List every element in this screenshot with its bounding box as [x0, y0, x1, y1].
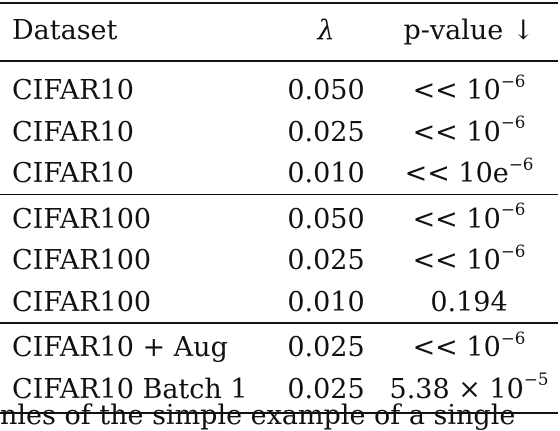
footer-text: nles of the simple example of a single [0, 400, 516, 431]
table-header-row: Dataset λ p-value ↓ [0, 8, 560, 54]
cell-pvalue: << 10−6 [388, 238, 550, 284]
cell-lambda: 0.025 [287, 245, 365, 276]
table-bottom-rule [0, 412, 558, 414]
table-row: CIFAR10 0.025 << 10−6 [0, 110, 560, 156]
table-row: CIFAR100 0.025 << 10−6 [0, 238, 560, 284]
table-row: CIFAR100 0.010 0.194 [0, 280, 560, 326]
cell-dataset: CIFAR10 Batch 1 [12, 373, 248, 405]
cell-pvalue-exponent: −6 [500, 70, 526, 91]
table-row: CIFAR100 0.050 << 10−6 [0, 197, 560, 243]
cell-dataset: CIFAR100 [12, 203, 152, 235]
cell-pvalue-base: << 10 [412, 116, 501, 148]
cell-pvalue-exponent: −6 [500, 327, 526, 348]
cell-pvalue-exponent: −5 [523, 369, 549, 389]
cell-pvalue-base: << 10 [412, 332, 501, 363]
table-row: CIFAR10 0.050 << 10−6 [0, 68, 560, 114]
cell-pvalue-base: 0.194 [430, 286, 508, 318]
cell-pvalue: 5.38 × 10−5 [388, 367, 550, 413]
cell-pvalue-exponent: −6 [500, 240, 526, 261]
cell-lambda: 0.025 [287, 332, 365, 363]
cell-pvalue-base: 5.38 × 10 [389, 373, 524, 405]
table-top-rule [0, 2, 558, 4]
cell-lambda: 0.050 [287, 75, 365, 106]
cell-pvalue-base: << 10 [412, 245, 501, 276]
cell-pvalue: << 10−6 [388, 110, 550, 156]
table-row: CIFAR10 Batch 1 0.025 5.38 × 10−5 [0, 367, 560, 413]
cell-lambda: 0.010 [287, 158, 365, 189]
group-separator-rule [0, 193, 558, 195]
cell-pvalue-base: << 10 [412, 203, 501, 235]
cell-pvalue-exponent: −6 [500, 199, 526, 219]
cell-dataset: CIFAR100 [12, 286, 152, 318]
cell-pvalue-exponent: −6 [508, 153, 534, 174]
cell-pvalue: << 10e−6 [388, 151, 550, 197]
cell-pvalue-base: << 10 [412, 75, 501, 106]
cell-pvalue: << 10−6 [388, 325, 550, 371]
cell-pvalue: 0.194 [388, 280, 550, 326]
cell-lambda: 0.010 [287, 286, 365, 318]
cell-lambda: 0.025 [287, 116, 365, 148]
cell-lambda: 0.025 [287, 373, 365, 405]
cell-pvalue-exponent: −6 [500, 112, 526, 132]
cell-dataset: CIFAR10 [12, 75, 134, 106]
cell-dataset: CIFAR100 [12, 245, 152, 276]
group-separator-rule [0, 322, 558, 324]
cell-pvalue: << 10−6 [388, 68, 550, 114]
cell-pvalue-base: << 10e [404, 158, 509, 189]
cell-dataset: CIFAR10 [12, 158, 134, 189]
cell-pvalue: << 10−6 [388, 197, 550, 243]
header-rule [0, 60, 558, 62]
cell-dataset: CIFAR10 [12, 116, 134, 148]
table-row: CIFAR10 + Aug 0.025 << 10−6 [0, 325, 560, 371]
header-lambda: λ [317, 15, 335, 46]
header-dataset: Dataset [12, 15, 118, 46]
table-row: CIFAR10 0.010 << 10e−6 [0, 151, 560, 197]
cell-dataset: CIFAR10 + Aug [12, 332, 228, 363]
header-pvalue: p-value ↓ [403, 15, 535, 46]
cell-lambda: 0.050 [287, 203, 365, 235]
